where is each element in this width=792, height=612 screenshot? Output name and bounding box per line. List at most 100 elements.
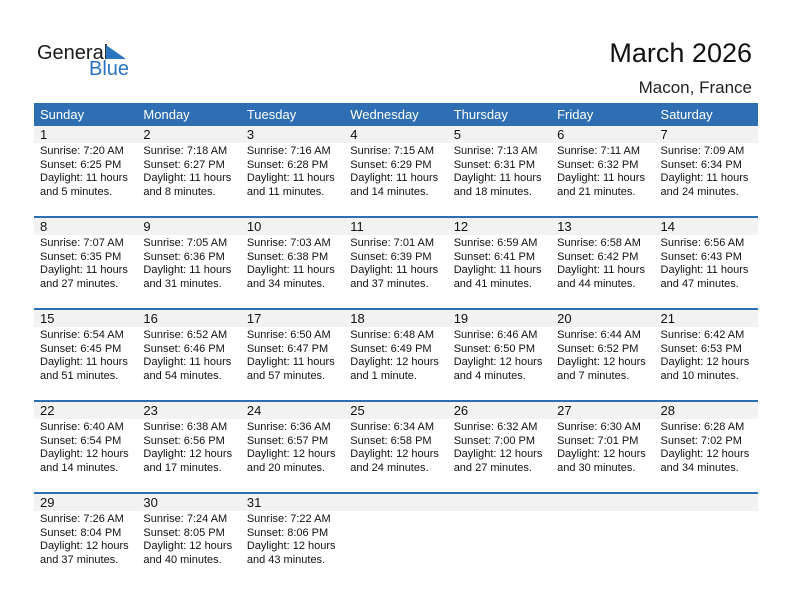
sunrise: Sunrise: 7:01 AM <box>350 237 435 249</box>
sunset: Sunset: 6:47 PM <box>246 342 329 355</box>
sunset: Sunset: 6:52 PM <box>557 342 639 355</box>
sunrise: Sunrise: 6:46 AM <box>453 329 538 341</box>
daylight-minutes: and 14 minutes. <box>350 185 429 198</box>
day-cell: 21 Sunrise: 6:42 AM Sunset: 6:53 PM Dayl… <box>655 310 758 383</box>
sunrise: Sunrise: 6:40 AM <box>40 421 124 433</box>
logo: General Blue <box>37 42 132 82</box>
day-cell: 29 Sunrise: 7:26 AM Sunset: 8:04 PM Dayl… <box>34 494 137 567</box>
daylight: Daylight: 12 hours <box>660 448 750 460</box>
daylight-minutes: and 44 minutes. <box>557 277 636 290</box>
week-row: 15 Sunrise: 6:54 AM Sunset: 6:45 PM Dayl… <box>34 308 758 400</box>
day-number: 1 <box>40 127 48 142</box>
sunrise: Sunrise: 6:50 AM <box>246 329 331 341</box>
daylight: Daylight: 11 hours <box>350 264 439 276</box>
day-number: 19 <box>453 311 469 326</box>
week-row: 8 Sunrise: 7:07 AM Sunset: 6:35 PM Dayli… <box>34 216 758 308</box>
day-cell: 18 Sunrise: 6:48 AM Sunset: 6:49 PM Dayl… <box>344 310 447 383</box>
day-cell: 15 Sunrise: 6:54 AM Sunset: 6:45 PM Dayl… <box>34 310 137 383</box>
day-number-band <box>34 310 758 327</box>
sunset: Sunset: 6:42 PM <box>557 250 639 263</box>
sunset: Sunset: 6:53 PM <box>660 342 742 355</box>
daylight-minutes: and 41 minutes. <box>453 277 532 290</box>
sunset: Sunset: 6:27 PM <box>143 158 225 171</box>
logo-text-general: General <box>37 42 109 64</box>
daylight-minutes: and 21 minutes. <box>557 185 636 198</box>
day-cell: 16 Sunrise: 6:52 AM Sunset: 6:46 PM Dayl… <box>137 310 240 383</box>
day-number: 30 <box>143 495 158 510</box>
weekday-thursday: Thursday <box>453 107 508 122</box>
daylight: Daylight: 12 hours <box>143 540 233 552</box>
daylight-minutes: and 54 minutes. <box>143 369 222 382</box>
sunrise: Sunrise: 6:52 AM <box>143 329 228 341</box>
daylight-minutes: and 5 minutes. <box>40 185 113 198</box>
day-number: 23 <box>143 403 158 418</box>
sunrise: Sunrise: 6:59 AM <box>453 237 538 249</box>
sunrise: Sunrise: 6:34 AM <box>350 421 435 433</box>
daylight: Daylight: 12 hours <box>660 356 750 368</box>
daylight: Daylight: 12 hours <box>557 356 646 368</box>
sunset: Sunset: 8:04 PM <box>40 526 122 539</box>
daylight-minutes: and 24 minutes. <box>350 461 429 474</box>
daylight-minutes: and 51 minutes. <box>40 369 119 382</box>
daylight: Daylight: 11 hours <box>143 172 232 184</box>
day-number-band <box>34 218 758 235</box>
sunset: Sunset: 6:57 PM <box>246 434 329 447</box>
week-row: 29 Sunrise: 7:26 AM Sunset: 8:04 PM Dayl… <box>34 492 758 584</box>
daylight: Daylight: 11 hours <box>557 172 645 184</box>
day-cell: 24 Sunrise: 6:36 AM Sunset: 6:57 PM Dayl… <box>241 402 344 475</box>
day-cell: 4 Sunrise: 7:15 AM Sunset: 6:29 PM Dayli… <box>344 126 447 199</box>
sunset: Sunset: 7:01 PM <box>557 434 639 447</box>
sunset: Sunset: 6:46 PM <box>143 342 225 355</box>
weekday-tuesday: Tuesday <box>246 107 297 122</box>
sunset: Sunset: 6:45 PM <box>40 342 122 355</box>
day-cell: 10 Sunrise: 7:03 AM Sunset: 6:38 PM Dayl… <box>241 218 344 291</box>
sunrise: Sunrise: 7:09 AM <box>660 145 745 157</box>
day-cell: 27 Sunrise: 6:30 AM Sunset: 7:01 PM Dayl… <box>551 402 654 475</box>
day-cell: 30 Sunrise: 7:24 AM Sunset: 8:05 PM Dayl… <box>137 494 240 567</box>
day-number: 27 <box>557 403 572 418</box>
weekday-header: Sunday Monday Tuesday Wednesday Thursday Frid… <box>34 103 758 126</box>
sunrise: Sunrise: 6:36 AM <box>246 421 331 433</box>
day-cell: 19 Sunrise: 6:46 AM Sunset: 6:50 PM Dayl… <box>448 310 551 383</box>
sunset: Sunset: 6:29 PM <box>350 158 432 171</box>
day-number: 16 <box>143 311 158 326</box>
day-cell: 3 Sunrise: 7:16 AM Sunset: 6:28 PM Dayli… <box>241 126 344 199</box>
daylight-minutes: and 34 minutes. <box>246 277 326 290</box>
sunrise: Sunrise: 6:42 AM <box>660 329 745 341</box>
sunrise: Sunrise: 6:44 AM <box>557 329 641 341</box>
sunrise: Sunrise: 6:28 AM <box>660 421 745 433</box>
day-number: 31 <box>246 495 262 510</box>
daylight-minutes: and 18 minutes. <box>453 185 532 198</box>
daylight: Daylight: 11 hours <box>660 172 749 184</box>
daylight-minutes: and 1 minute. <box>350 369 417 382</box>
day-number: 9 <box>143 219 151 234</box>
daylight-minutes: and 31 minutes. <box>143 277 222 290</box>
daylight: Daylight: 12 hours <box>557 448 646 460</box>
sunrise: Sunrise: 7:24 AM <box>143 513 228 525</box>
day-cell: 7 Sunrise: 7:09 AM Sunset: 6:34 PM Dayli… <box>655 126 758 199</box>
sunrise: Sunrise: 7:03 AM <box>246 237 331 249</box>
sunset: Sunset: 6:28 PM <box>246 158 329 171</box>
daylight-minutes: and 40 minutes. <box>143 553 222 566</box>
daylight: Daylight: 12 hours <box>246 448 336 460</box>
daylight: Daylight: 11 hours <box>40 264 128 276</box>
sunset: Sunset: 6:38 PM <box>246 250 329 263</box>
sunset: Sunset: 7:02 PM <box>660 434 742 447</box>
daylight: Daylight: 11 hours <box>246 172 335 184</box>
day-number: 6 <box>557 127 565 142</box>
sunrise: Sunrise: 7:26 AM <box>40 513 124 525</box>
sunrise: Sunrise: 6:38 AM <box>143 421 228 433</box>
daylight-minutes: and 10 minutes. <box>660 369 739 382</box>
sunset: Sunset: 8:06 PM <box>246 526 329 539</box>
day-cell: 1 Sunrise: 7:20 AM Sunset: 6:25 PM Dayli… <box>34 126 137 199</box>
day-number-band <box>34 494 758 511</box>
day-number-band <box>34 402 758 419</box>
logo-triangle-icon <box>106 45 126 59</box>
weekday-saturday: Saturday <box>660 107 713 122</box>
day-cell: 25 Sunrise: 6:34 AM Sunset: 6:58 PM Dayl… <box>344 402 447 475</box>
day-cell <box>551 494 654 567</box>
location: Macon, France <box>638 78 752 97</box>
day-number: 25 <box>350 403 365 418</box>
sunrise: Sunrise: 7:05 AM <box>143 237 228 249</box>
day-cell: 11 Sunrise: 7:01 AM Sunset: 6:39 PM Dayl… <box>344 218 447 291</box>
